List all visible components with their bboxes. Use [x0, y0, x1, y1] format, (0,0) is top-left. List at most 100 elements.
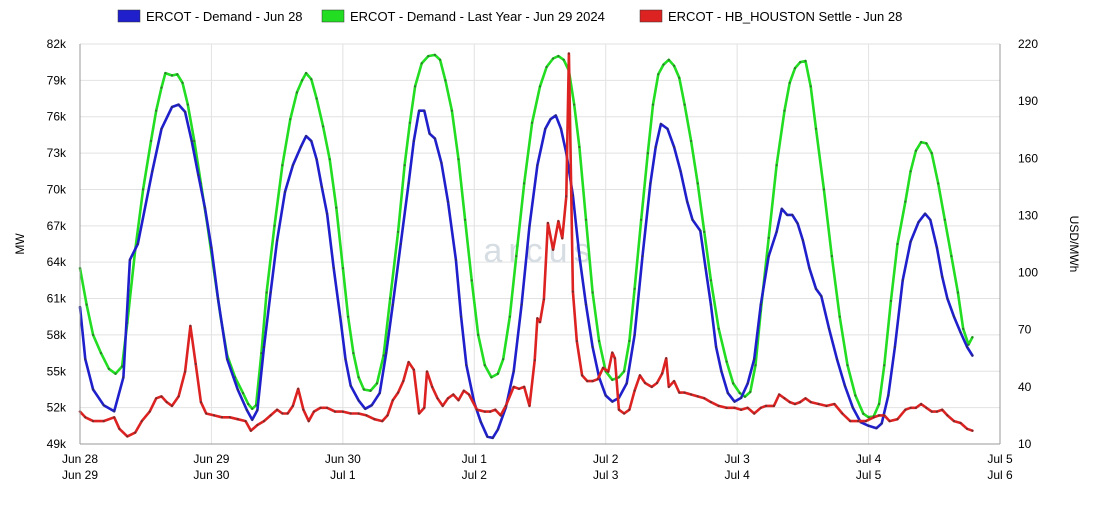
series-point-1: [725, 360, 728, 363]
series-point-1: [633, 287, 636, 290]
series-point-0: [715, 345, 718, 349]
series-point-0: [378, 392, 381, 395]
series-point-2: [483, 410, 486, 413]
series-point-2: [733, 406, 736, 409]
series-point-2: [542, 298, 546, 301]
series-point-2: [655, 381, 659, 385]
series-point-1: [265, 291, 268, 294]
series-point-2: [725, 406, 728, 409]
y-right-tick-label: 100: [1018, 266, 1038, 280]
series-point-0: [170, 105, 174, 109]
series-point-2: [249, 429, 252, 432]
series-point-0: [909, 240, 912, 243]
y-left-tick-label: 58k: [47, 328, 67, 342]
series-point-0: [578, 255, 581, 258]
series-point-0: [726, 392, 730, 395]
series-point-1: [444, 79, 447, 82]
series-point-1: [241, 392, 245, 395]
y-left-axis-title: MW: [13, 233, 27, 255]
series-point-1: [490, 376, 493, 379]
series-point-2: [717, 404, 720, 407]
series-point-2: [788, 401, 791, 404]
series-point-1: [545, 65, 548, 69]
series-point-1: [99, 352, 103, 355]
series-point-0: [759, 303, 762, 306]
series-point-1: [878, 402, 881, 406]
series-point-2: [319, 406, 322, 409]
series-point-0: [391, 303, 394, 306]
series-point-1: [930, 152, 933, 155]
series-point-0: [709, 303, 713, 306]
series-point-2: [256, 423, 259, 427]
series-point-1: [883, 364, 886, 367]
series-point-0: [496, 428, 499, 431]
series-point-0: [820, 295, 823, 298]
y-left-tick-label: 79k: [47, 73, 67, 87]
series-point-2: [504, 404, 507, 407]
series-point-0: [236, 388, 239, 391]
series-point-1: [328, 158, 331, 161]
series-point-2: [971, 429, 974, 432]
series-point-1: [470, 279, 473, 282]
series-point-0: [929, 218, 932, 221]
series-point-2: [678, 391, 681, 394]
y-right-tick-label: 190: [1018, 94, 1038, 108]
series-point-2: [778, 393, 781, 396]
series-point-1: [357, 376, 360, 379]
series-point-1: [889, 299, 893, 303]
series-point-0: [339, 315, 342, 318]
series-point-1: [862, 412, 865, 415]
series-point-1: [164, 72, 167, 75]
series-point-0: [966, 345, 969, 349]
series-point-2: [833, 402, 836, 406]
series-point-2: [431, 385, 434, 388]
series-point-2: [236, 418, 239, 421]
legend-swatch: [639, 9, 663, 23]
series-point-1: [651, 103, 655, 106]
series-point-2: [952, 420, 956, 423]
series-point-0: [733, 400, 736, 403]
x-tick-label-secondary: Jul 6: [987, 468, 1013, 482]
series-point-1: [523, 182, 526, 185]
series-point-0: [753, 358, 756, 361]
series-point-1: [289, 118, 292, 121]
y-left-tick-label: 73k: [47, 146, 67, 160]
series-point-2: [617, 408, 621, 411]
series-point-1: [925, 142, 928, 145]
series-point-1: [793, 67, 797, 70]
series-point-2: [613, 357, 617, 360]
series-point-2: [661, 372, 664, 375]
series-point-0: [843, 384, 847, 387]
series-point-2: [920, 402, 923, 406]
series-point-2: [113, 416, 116, 419]
series-point-2: [628, 408, 631, 411]
series-point-2: [441, 404, 444, 407]
y-right-axis-title: USD/MWh: [1067, 216, 1081, 273]
series-point-1: [854, 394, 857, 397]
series-point-1: [628, 339, 631, 343]
series-point-1: [414, 85, 417, 88]
series-point-2: [326, 406, 329, 409]
x-tick-label-secondary: Jun 30: [193, 468, 229, 482]
series-point-1: [962, 327, 965, 330]
series-point-2: [567, 52, 571, 55]
series-point-2: [799, 401, 802, 404]
series-point-2: [591, 380, 594, 383]
y-left-tick-label: 76k: [47, 110, 67, 124]
series-point-1: [502, 358, 505, 361]
y-left-tick-label: 70k: [47, 182, 67, 196]
series-point-1: [617, 376, 621, 379]
series-point-1: [176, 73, 179, 76]
series-point-0: [136, 242, 139, 246]
legend-swatch: [117, 9, 141, 23]
series-point-1: [107, 367, 110, 370]
series-point-2: [959, 421, 962, 425]
x-tick-label-secondary: Jul 4: [724, 468, 750, 482]
series-point-2: [793, 402, 797, 406]
axes: 49k 52k 55k 58k 61k 64k 67k 70k 73k 76k 79k 82k 10 40…: [47, 37, 1039, 482]
series-point-0: [315, 158, 318, 161]
series-point-2: [291, 404, 294, 407]
series-point-1: [389, 297, 392, 300]
series-point-2: [307, 420, 310, 423]
